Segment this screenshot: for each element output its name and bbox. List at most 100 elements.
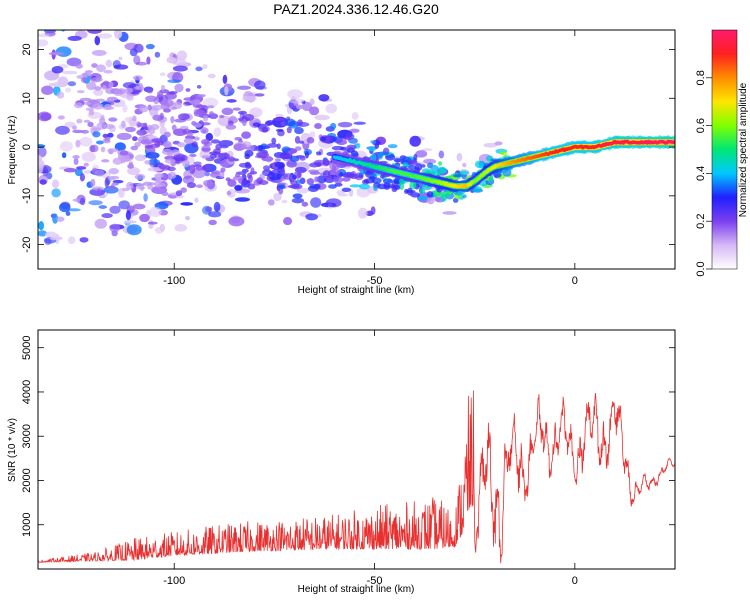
spectrogram-cell — [55, 46, 72, 57]
spectrogram-cell — [289, 98, 305, 104]
spectrogram-cell — [85, 70, 93, 74]
colorbar-ticks: 0.0 0.2 0.4 0.6 0.8 — [695, 70, 712, 277]
spectrogram-cell — [100, 146, 106, 153]
spectrogram-cell — [105, 87, 116, 95]
spectrogram-cell — [145, 43, 155, 50]
x-tick-label: 0 — [572, 575, 578, 587]
spectrogram-cell — [205, 206, 213, 213]
spectrogram-cell — [38, 159, 45, 169]
spectrogram-cell — [50, 19, 63, 25]
spectrogram-cell — [191, 167, 207, 179]
y-tick-label: 4000 — [21, 380, 33, 404]
spectrogram-cell — [88, 200, 103, 206]
spectrogram-cell — [213, 201, 221, 212]
spectrogram-cell — [94, 169, 105, 177]
spectrogram-cell — [88, 109, 95, 116]
spectrogram-cell — [295, 104, 305, 110]
spectrogram-cell — [406, 187, 413, 196]
spectrogram-cell — [38, 111, 52, 122]
spectrogram-cell — [75, 139, 81, 148]
y-tick-label: -10 — [21, 188, 33, 204]
spectrogram-cell — [80, 77, 88, 83]
spectrogram-cell — [76, 166, 87, 170]
spectrogram-cell — [241, 95, 257, 102]
spectrogram-cell — [314, 114, 330, 121]
spectrogram-cell — [81, 129, 90, 134]
spectrogram-cell — [282, 173, 293, 180]
spectrogram-cell — [108, 168, 119, 175]
spectrogram-cell — [163, 99, 174, 107]
spectrogram-cell — [276, 143, 281, 150]
spectrogram-cell — [154, 51, 161, 58]
spectrogram-cell — [101, 84, 107, 91]
spectrogram-cell — [134, 141, 141, 148]
spectrogram-cell — [157, 90, 164, 97]
spectrogram-cell — [95, 98, 105, 102]
spectrogram-cell — [274, 161, 285, 168]
spectrogram-cell — [96, 188, 101, 197]
y-tick-label: 10 — [21, 92, 33, 104]
spectrogram-cell — [140, 139, 152, 145]
spectrogram-cell — [279, 169, 286, 177]
spectrogram-cell — [65, 210, 71, 216]
spectrogram-cell — [63, 168, 78, 173]
colorbar-tick-label: 0.2 — [695, 214, 707, 229]
spectrogram-cell — [413, 153, 418, 161]
spectrogram-cell — [95, 77, 103, 82]
spectrogram-cell — [357, 207, 368, 219]
spectrogram-cell — [124, 154, 131, 162]
spectrogram-cell — [241, 118, 247, 127]
spectrogram-cell — [218, 139, 234, 147]
spectrogram-cell — [193, 161, 202, 166]
spectrogram-cell — [87, 121, 94, 127]
spectrogram-cell — [211, 139, 220, 144]
spectrogram-cell — [151, 104, 163, 111]
spectrogram-cell — [201, 145, 211, 153]
spectrogram-cell — [49, 236, 63, 241]
spectrogram-cell — [305, 213, 318, 221]
spectrogram-cell — [377, 152, 383, 160]
spectrogram-cell — [277, 182, 286, 186]
spectrogram-cell — [202, 115, 209, 122]
spectrogram-cell — [208, 211, 222, 218]
spectrogram-cell — [306, 178, 315, 186]
spectrogram-cell — [65, 87, 72, 93]
spectrogram-cell — [236, 85, 252, 90]
spectrogram-cell — [83, 119, 91, 123]
spectrogram-cell — [147, 167, 163, 172]
spectrogram-cell — [56, 216, 65, 222]
spectrogram-cell — [76, 118, 83, 124]
spectrogram-cell — [106, 96, 118, 102]
spectrogram-cell — [249, 145, 255, 152]
spectrogram-ridge-core — [671, 140, 675, 144]
spectrogram-cell — [267, 199, 275, 206]
spectrogram-cell — [139, 213, 150, 223]
y-tick-label: 2000 — [21, 468, 33, 492]
colorbar-label: Normalized spectral amplitude — [738, 82, 749, 217]
spectrogram-cell — [152, 114, 164, 121]
spectrogram-cell — [85, 107, 95, 111]
spectrogram-cell — [202, 166, 207, 171]
spectrogram-cell — [148, 158, 161, 166]
spectrogram-cell — [201, 138, 210, 145]
spectrogram-cell — [91, 49, 107, 56]
spectrogram-cell — [258, 144, 264, 152]
spectrogram-cell — [199, 122, 211, 126]
spectrogram-panel: -100 -50 0 20 10 0 -10 -20 Height of straight … — [7, 19, 676, 296]
spectrogram-cell — [368, 147, 376, 152]
spectrogram-cell — [109, 223, 121, 233]
spectrogram-x-ticks: -100 -50 0 — [163, 30, 578, 287]
spectrogram-cell — [336, 139, 348, 146]
spectrogram-cell — [94, 86, 102, 91]
spectrogram-cell — [103, 69, 113, 74]
spectrogram-cell — [438, 150, 445, 159]
spectrogram-cell — [404, 188, 409, 195]
spectrogram-cell — [101, 213, 113, 219]
spectrogram-cell — [224, 86, 229, 96]
spectrogram-cell — [278, 187, 284, 195]
spectrogram-cell — [370, 153, 377, 162]
spectrogram-cell — [67, 81, 77, 87]
spectrogram-cell — [299, 177, 306, 185]
spectrogram-cell — [72, 198, 81, 202]
